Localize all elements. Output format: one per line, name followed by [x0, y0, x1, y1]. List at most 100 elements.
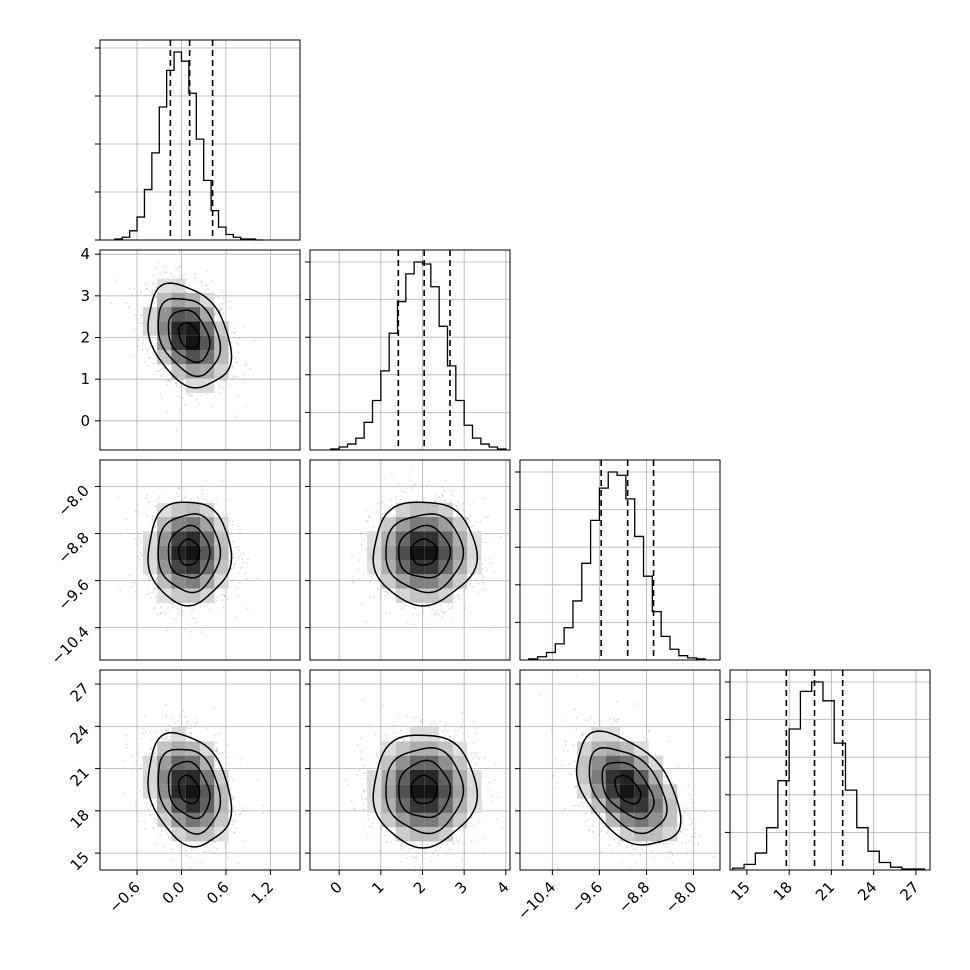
scatter-point	[178, 386, 181, 388]
scatter-point	[410, 485, 412, 488]
scatter-point	[186, 720, 189, 723]
scatter-point	[170, 272, 172, 275]
scatter-point	[166, 629, 168, 632]
scatter-point	[372, 597, 375, 599]
scatter-point	[201, 282, 204, 285]
scatter-point	[437, 496, 439, 499]
scatter-point	[152, 515, 155, 518]
scatter-point	[369, 580, 372, 583]
scatter-point	[239, 529, 241, 531]
scatter-point	[155, 286, 157, 289]
density-cell	[185, 307, 200, 322]
scatter-point	[475, 520, 478, 523]
scatter-point	[391, 597, 394, 599]
scatter-point	[477, 592, 480, 595]
scatter-point	[222, 594, 225, 596]
scatter-point	[148, 290, 151, 293]
scatter-point	[415, 499, 418, 502]
scatter-point	[464, 607, 466, 610]
scatter-point	[152, 591, 154, 594]
scatter-point	[395, 499, 398, 501]
scatter-point	[234, 546, 236, 548]
scatter-point	[195, 621, 198, 624]
scatter-point	[241, 558, 244, 560]
scatter-point	[431, 608, 434, 611]
scatter-point	[131, 768, 134, 770]
scatter-point	[159, 369, 162, 371]
scatter-point	[237, 351, 240, 353]
scatter-point	[481, 576, 484, 579]
scatter-point	[214, 764, 217, 766]
scatter-point	[351, 555, 353, 558]
scatter-point	[217, 295, 219, 298]
scatter-point	[158, 495, 161, 497]
scatter-point	[237, 545, 239, 548]
scatter-point	[115, 279, 118, 282]
scatter-point	[232, 375, 235, 377]
scatter-point	[137, 543, 139, 546]
scatter-point	[138, 751, 140, 753]
scatter-point	[145, 336, 148, 339]
density-cell	[367, 531, 382, 546]
scatter-point	[172, 605, 174, 607]
scatter-point	[204, 481, 207, 483]
scatter-point	[231, 568, 233, 570]
scatter-point	[210, 500, 213, 503]
scatter-point	[135, 800, 137, 803]
density-cell	[395, 545, 410, 560]
scatter-point	[135, 591, 137, 593]
scatter-point	[436, 612, 438, 615]
scatter-point	[232, 366, 235, 369]
scatter-point	[229, 384, 232, 387]
scatter-point	[399, 498, 402, 501]
scatter-point	[221, 751, 224, 754]
scatter-point	[457, 508, 459, 510]
scatter-point	[391, 472, 393, 475]
scatter-point	[134, 510, 137, 512]
density-cell	[214, 545, 229, 560]
scatter-point	[194, 617, 196, 620]
scatter-point	[144, 282, 147, 285]
scatter-point	[164, 379, 167, 382]
scatter-point	[228, 851, 231, 854]
scatter-point	[237, 549, 240, 552]
scatter-point	[185, 854, 188, 857]
scatter-point	[384, 594, 386, 597]
scatter-point	[246, 562, 249, 565]
scatter-point	[468, 584, 471, 586]
scatter-point	[146, 494, 149, 496]
scatter-point	[138, 820, 141, 822]
scatter-point	[245, 578, 248, 581]
scatter-point	[378, 580, 381, 583]
scatter-point	[177, 395, 179, 398]
scatter-point	[225, 845, 227, 848]
scatter-point	[155, 337, 157, 340]
scatter-point	[471, 585, 474, 588]
histogram-line	[528, 471, 706, 660]
scatter-point	[171, 859, 174, 862]
scatter-panel-r3c1	[95, 459, 301, 661]
scatter-point	[222, 297, 225, 299]
scatter-point	[178, 266, 181, 269]
scatter-point	[352, 581, 354, 584]
scatter-point	[443, 612, 446, 614]
scatter-point	[196, 496, 199, 499]
scatter-point	[173, 275, 176, 278]
scatter-point	[138, 559, 141, 561]
scatter-point	[176, 495, 179, 498]
scatter-point	[152, 282, 155, 285]
scatter-point	[221, 308, 224, 311]
scatter-point	[145, 496, 147, 499]
scatter-point	[463, 511, 465, 513]
scatter-point	[481, 568, 484, 571]
scatter-point	[200, 280, 203, 283]
scatter-point	[148, 356, 151, 359]
scatter-point	[220, 308, 223, 311]
scatter-point	[195, 398, 198, 401]
scatter-point	[186, 278, 189, 281]
scatter-point	[219, 310, 222, 312]
histogram-line	[330, 261, 507, 450]
scatter-point	[166, 383, 169, 386]
scatter-point	[430, 615, 433, 617]
scatter-point	[154, 267, 157, 270]
